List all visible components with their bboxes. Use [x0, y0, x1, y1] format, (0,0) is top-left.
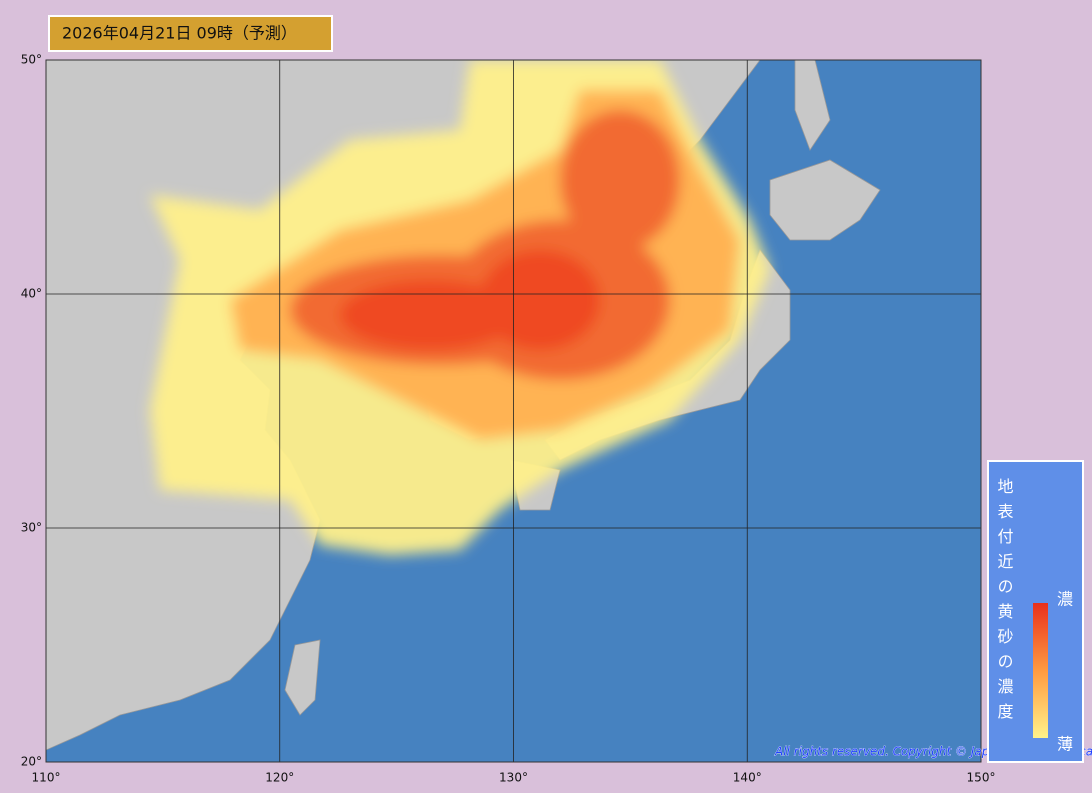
- lat-tick-label: 30°: [21, 521, 42, 535]
- map-frame: [45, 59, 982, 763]
- lon-tick-label: 150°: [967, 771, 996, 785]
- map-area: [46, 60, 981, 762]
- dust-concentration: [150, 60, 770, 555]
- legend-colorbar: [1033, 603, 1048, 738]
- lon-tick-label: 140°: [733, 771, 762, 785]
- graticule: [46, 60, 981, 762]
- legend-high: 濃: [1057, 590, 1073, 609]
- lon-tick-label: 110°: [32, 771, 61, 785]
- title-box: [48, 15, 333, 52]
- lon-tick-label: 130°: [499, 771, 528, 785]
- legend-low: 薄: [1057, 735, 1073, 754]
- lon-tick-label: 120°: [265, 771, 294, 785]
- lat-tick-label: 50°: [21, 53, 42, 67]
- legend-title: 地表付近の黄砂の濃度: [995, 478, 1014, 728]
- lat-tick-label: 20°: [21, 755, 42, 769]
- lat-tick-label: 40°: [21, 287, 42, 301]
- tick-labels: 50° 40° 30° 20° 110° 120° 130° 140° 150°: [21, 53, 996, 785]
- title: 2026年04月21日 09時（予測）: [62, 24, 297, 43]
